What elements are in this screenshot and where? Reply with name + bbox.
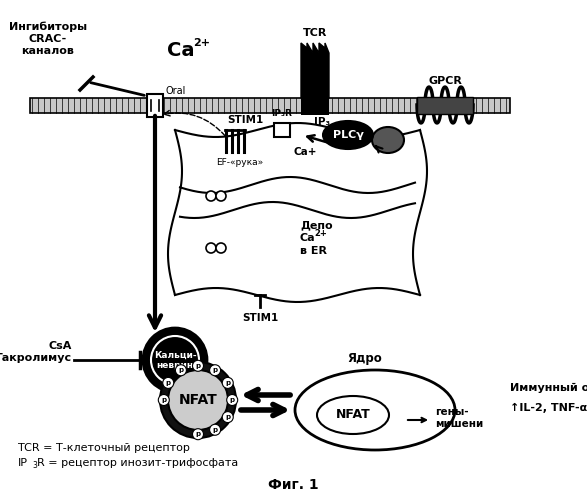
- Circle shape: [210, 424, 221, 436]
- Circle shape: [222, 378, 233, 388]
- Circle shape: [151, 336, 199, 384]
- Circle shape: [210, 364, 221, 376]
- Text: 2+: 2+: [193, 38, 210, 48]
- Text: PLCγ: PLCγ: [333, 130, 363, 140]
- Circle shape: [143, 328, 207, 392]
- Text: NFAT: NFAT: [336, 408, 370, 422]
- Text: NFAT: NFAT: [178, 393, 217, 407]
- Text: p: p: [166, 380, 171, 386]
- Text: гены-
мишени: гены- мишени: [435, 407, 483, 429]
- Bar: [274, 123, 290, 137]
- Circle shape: [193, 428, 204, 440]
- Text: 3: 3: [32, 461, 37, 470]
- Text: p: p: [212, 427, 218, 433]
- Text: STIM1: STIM1: [242, 313, 278, 323]
- Text: EF-«рука»: EF-«рука»: [217, 158, 264, 167]
- Ellipse shape: [323, 121, 373, 149]
- Circle shape: [216, 243, 226, 253]
- Circle shape: [160, 362, 236, 438]
- Text: R = рецептор инозит-трифосфата: R = рецептор инозит-трифосфата: [37, 458, 238, 468]
- Text: Ядро: Ядро: [348, 352, 382, 365]
- Bar: [417, 97, 473, 114]
- Text: p: p: [178, 367, 184, 373]
- Polygon shape: [301, 43, 329, 98]
- Text: GPCR: GPCR: [428, 76, 462, 86]
- Text: STIM1: STIM1: [227, 115, 263, 125]
- Text: в ER: в ER: [300, 246, 327, 256]
- Text: p: p: [161, 397, 166, 403]
- Text: Oral: Oral: [165, 86, 185, 96]
- Circle shape: [222, 412, 233, 422]
- Circle shape: [206, 243, 216, 253]
- Text: Ca: Ca: [300, 233, 316, 243]
- Circle shape: [158, 394, 169, 406]
- Circle shape: [227, 394, 238, 406]
- Text: p: p: [195, 431, 201, 437]
- Text: p: p: [195, 363, 201, 369]
- Bar: [147, 94, 163, 117]
- Text: p: p: [225, 414, 230, 420]
- Text: TCR = Т-клеточный рецептор: TCR = Т-клеточный рецептор: [18, 443, 190, 453]
- Circle shape: [193, 360, 204, 372]
- Ellipse shape: [295, 370, 455, 450]
- Circle shape: [176, 364, 187, 376]
- Text: Депо: Депо: [300, 220, 333, 230]
- Text: IP₃R: IP₃R: [272, 109, 292, 118]
- Circle shape: [168, 370, 228, 430]
- Ellipse shape: [317, 396, 389, 434]
- Bar: [301, 96, 329, 115]
- Text: ↑IL-2, TNF-α: ↑IL-2, TNF-α: [510, 403, 587, 413]
- Text: p: p: [212, 367, 218, 373]
- Circle shape: [216, 191, 226, 201]
- Circle shape: [206, 191, 216, 201]
- Text: Ca+: Ca+: [294, 147, 318, 157]
- Circle shape: [163, 378, 174, 388]
- Text: Ингибиторы
CRAC-
каналов: Ингибиторы CRAC- каналов: [9, 22, 87, 56]
- Text: p: p: [225, 380, 230, 386]
- Text: IP: IP: [18, 458, 28, 468]
- Ellipse shape: [372, 127, 404, 153]
- Text: Фиг. 1: Фиг. 1: [268, 478, 318, 492]
- Text: Ca: Ca: [167, 40, 194, 60]
- Text: p: p: [230, 397, 235, 403]
- Text: TCR: TCR: [303, 28, 327, 38]
- Text: Иммунный ответ: Иммунный ответ: [510, 383, 587, 393]
- Bar: [30, 98, 510, 113]
- Text: Кальци-
неврин: Кальци- неврин: [154, 350, 196, 370]
- Text: CsA
Такролимус: CsA Такролимус: [0, 341, 72, 363]
- Text: IP₃: IP₃: [314, 117, 330, 127]
- Text: 2+: 2+: [314, 230, 327, 238]
